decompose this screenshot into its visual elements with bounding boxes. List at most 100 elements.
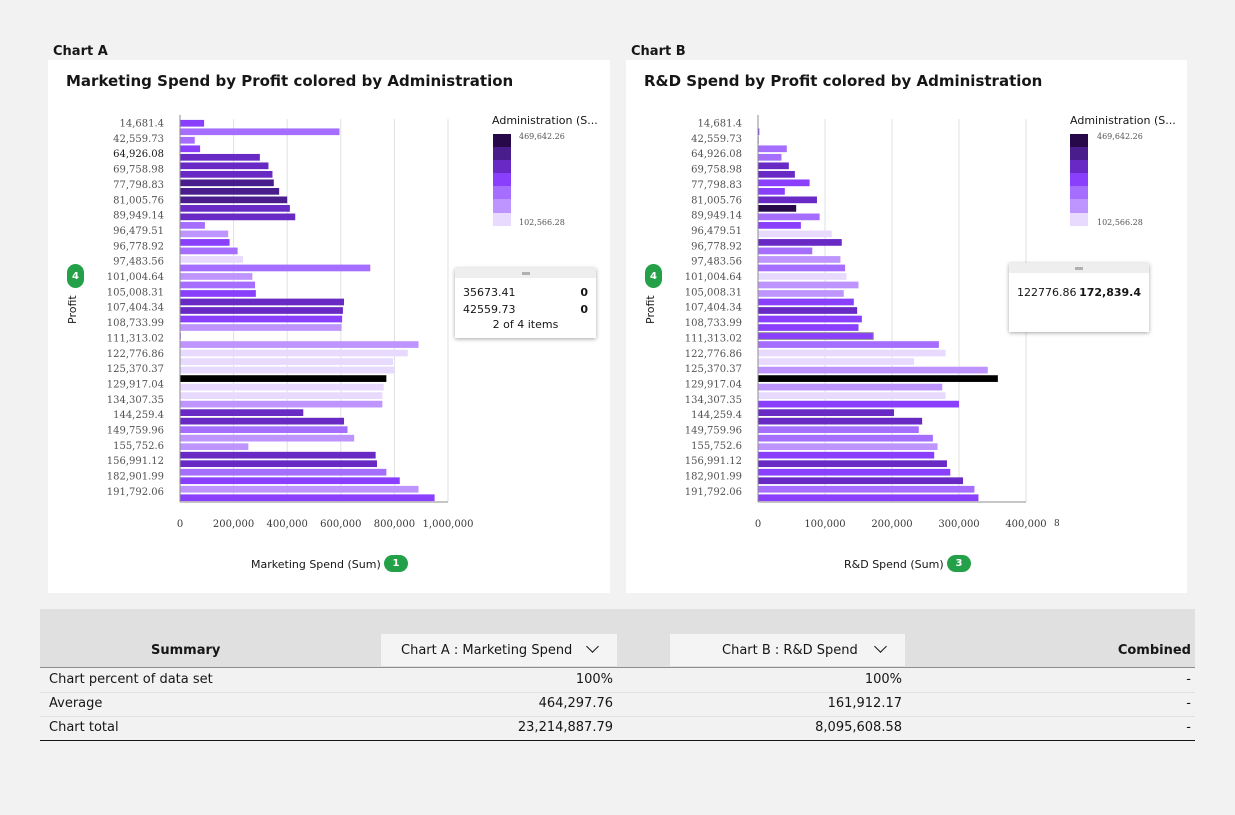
bar[interactable]: [180, 230, 229, 238]
bar[interactable]: [758, 170, 795, 178]
bar[interactable]: [758, 256, 841, 263]
bar[interactable]: [180, 222, 205, 229]
bar[interactable]: [180, 426, 348, 434]
bar[interactable]: [758, 349, 946, 357]
y-tick-label[interactable]: 134,307.35: [107, 395, 164, 406]
bar[interactable]: [180, 366, 395, 374]
bar[interactable]: [180, 417, 345, 425]
y-tick-label[interactable]: 156,991.12: [685, 456, 742, 467]
bar[interactable]: [180, 451, 376, 459]
bar[interactable]: [180, 485, 419, 493]
bar[interactable]: [758, 341, 939, 348]
bar[interactable]: [758, 400, 959, 408]
y-tick-label[interactable]: 129,917.04: [685, 379, 742, 390]
y-tick-label[interactable]: 122,776.86: [107, 349, 164, 360]
bar[interactable]: [180, 477, 400, 485]
bar[interactable]: [758, 213, 820, 221]
y-tick-label[interactable]: 129,917.04: [107, 379, 164, 390]
y-tick-label[interactable]: 149,759.96: [107, 426, 164, 437]
bar[interactable]: [180, 145, 201, 153]
y-axis-count-pill[interactable]: 4: [645, 264, 662, 288]
bar[interactable]: [758, 264, 846, 272]
y-tick-label[interactable]: 89,949.14: [113, 211, 164, 222]
bar[interactable]: [180, 187, 280, 195]
chart-b-column-select[interactable]: Chart B : R&D Spend: [670, 634, 905, 666]
bar[interactable]: [757, 332, 874, 340]
bar[interactable]: [180, 298, 345, 306]
y-tick-label[interactable]: 101,004.64: [685, 272, 742, 283]
y-tick-label[interactable]: 191,792.06: [685, 487, 742, 498]
y-tick-label[interactable]: 108,733.99: [685, 318, 742, 329]
y-tick-label[interactable]: 69,758.98: [113, 165, 164, 176]
bar[interactable]: [180, 341, 419, 348]
y-tick-label[interactable]: 14,681.4: [119, 119, 164, 130]
bar[interactable]: [758, 417, 923, 425]
bar[interactable]: [758, 494, 979, 502]
y-tick-label[interactable]: 155,752.6: [691, 441, 742, 452]
bar[interactable]: [758, 239, 842, 246]
y-tick-label[interactable]: 64,926.08: [691, 149, 742, 160]
y-tick-label[interactable]: 144,259.4: [113, 410, 164, 421]
bar[interactable]: [180, 196, 288, 204]
y-tick-label[interactable]: 105,008.31: [107, 287, 164, 298]
y-tick-label[interactable]: 96,778.92: [691, 241, 742, 252]
y-tick-label[interactable]: 182,901.99: [685, 472, 742, 483]
bar[interactable]: [758, 451, 935, 459]
chart-a-panel[interactable]: Marketing Spend by Profit colored by Adm…: [48, 60, 610, 593]
bar[interactable]: [180, 205, 290, 212]
bar[interactable]: [180, 383, 384, 391]
bar[interactable]: [758, 205, 797, 212]
bar[interactable]: [180, 349, 408, 357]
y-tick-label[interactable]: 96,479.51: [691, 226, 742, 237]
bar[interactable]: [180, 290, 256, 297]
bar[interactable]: [758, 375, 998, 382]
bar[interactable]: [758, 426, 919, 434]
chart-b-canvas[interactable]: 0 100,000 200,000 300,000 400,000 8 14,681.4 42…: [626, 60, 1187, 593]
bar[interactable]: [758, 383, 943, 391]
y-axis-count-pill[interactable]: 4: [67, 264, 84, 288]
bar[interactable]: [758, 196, 817, 204]
bar[interactable]: [180, 128, 340, 136]
bar[interactable]: [180, 307, 343, 314]
y-tick-label[interactable]: 111,313.02: [107, 333, 164, 344]
bar[interactable]: [180, 170, 273, 178]
chart-b-panel[interactable]: R&D Spend by Profit colored by Administr…: [626, 60, 1187, 593]
y-tick-label[interactable]: 77,798.83: [113, 180, 164, 191]
bar[interactable]: [758, 153, 782, 161]
bar[interactable]: [758, 366, 988, 374]
bar[interactable]: [758, 247, 813, 255]
y-tick-label[interactable]: 77,798.83: [691, 180, 742, 191]
y-tick-label[interactable]: 105,008.31: [685, 287, 742, 298]
bar[interactable]: [758, 298, 854, 306]
bar[interactable]: [180, 119, 205, 127]
bar[interactable]: [758, 307, 858, 314]
y-tick-label[interactable]: 107,404.34: [685, 303, 742, 314]
bar[interactable]: [180, 460, 377, 468]
y-tick-label[interactable]: 96,479.51: [113, 226, 164, 237]
x-axis-count-pill[interactable]: 1: [384, 555, 408, 572]
y-tick-label[interactable]: 42,559.73: [691, 134, 742, 145]
bar[interactable]: [758, 162, 789, 170]
y-tick-label[interactable]: 64,926.08: [113, 149, 164, 160]
y-tick-label[interactable]: 89,949.14: [691, 211, 742, 222]
bar[interactable]: [180, 179, 274, 187]
y-tick-label[interactable]: 155,752.6: [113, 441, 164, 452]
bar[interactable]: [180, 315, 343, 323]
y-tick-label[interactable]: 97,483.56: [691, 257, 742, 268]
bar[interactable]: [180, 213, 296, 221]
bar[interactable]: [758, 187, 785, 195]
bar[interactable]: [758, 273, 847, 280]
tooltip-drag-handle[interactable]: [1009, 263, 1149, 273]
bar[interactable]: [180, 392, 383, 399]
chart-a-canvas[interactable]: 0 200,000 400,000 600,000 800,000 1,000,00014…: [48, 60, 610, 593]
bar[interactable]: [180, 443, 249, 451]
bar[interactable]: [758, 230, 832, 238]
bar[interactable]: [758, 477, 964, 485]
y-tick-label[interactable]: 125,370.37: [107, 364, 164, 375]
y-tick-label[interactable]: 81,005.76: [691, 195, 742, 206]
bar[interactable]: [758, 468, 951, 476]
y-tick-label[interactable]: 97,483.56: [113, 257, 164, 268]
y-tick-label[interactable]: 191,792.06: [107, 487, 164, 498]
y-tick-label[interactable]: 149,759.96: [685, 426, 742, 437]
bar[interactable]: [180, 358, 394, 365]
